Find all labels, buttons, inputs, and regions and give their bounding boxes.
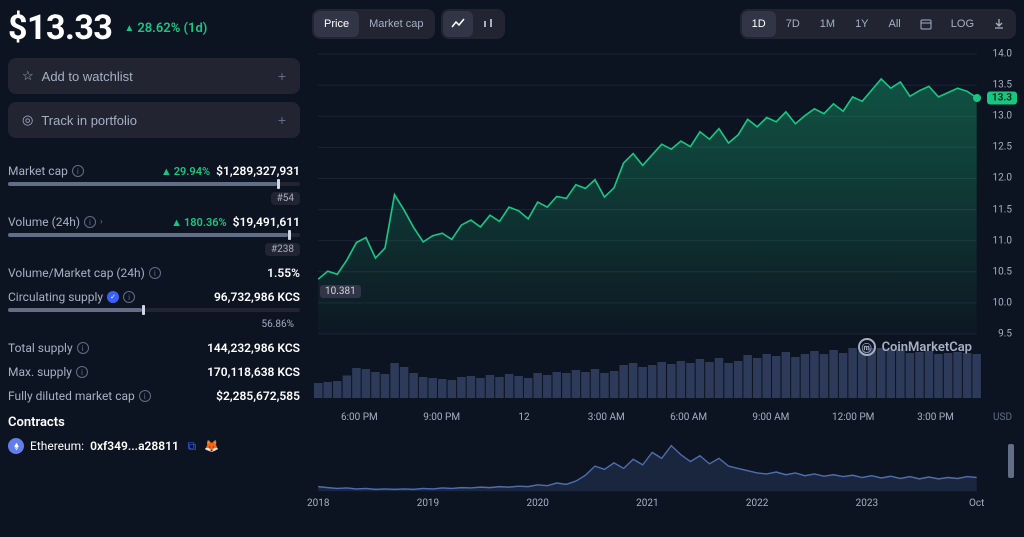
x-unit-label: USD	[993, 412, 1012, 423]
stat-circulating: Circulating supply✓i 96,732,986 KCS 56.8…	[8, 290, 300, 331]
download-icon[interactable]	[984, 11, 1014, 37]
stat-volume: Volume (24h)i› ▲180.36%$19,491,611 #238	[8, 215, 300, 256]
stat-vol-mcap: Volume/Market cap (24h)i 1.55%	[8, 266, 300, 280]
info-icon[interactable]: i	[77, 342, 89, 354]
stat-max-supply: Max. supplyi 170,118,638 KCS	[8, 365, 300, 379]
target-icon: ◎	[22, 112, 33, 128]
track-portfolio-button[interactable]: ◎ Track in portfolio +	[8, 102, 300, 138]
watermark: ⓜ CoinMarketCap	[858, 338, 972, 356]
chart-mode-segment: Price Market cap	[312, 9, 435, 39]
add-watchlist-button[interactable]: ☆ Add to watchlist +	[8, 58, 300, 94]
range-7d[interactable]: 7D	[776, 11, 810, 37]
circulating-pct: 56.86%	[256, 318, 300, 331]
contract-row[interactable]: Ethereum: 0xf349...a28811 ⧉ 🦊	[8, 438, 300, 454]
metamask-icon[interactable]: 🦊	[205, 439, 219, 453]
info-icon[interactable]: i	[149, 267, 161, 279]
circulating-bar	[8, 308, 300, 312]
star-icon: ☆	[22, 68, 34, 84]
info-icon[interactable]: i	[72, 165, 84, 177]
navigator-chart[interactable]	[312, 436, 1016, 496]
portfolio-label: Track in portfolio	[41, 113, 137, 128]
chart-type-segment	[441, 9, 505, 39]
plus-icon: +	[278, 112, 286, 128]
price-chart[interactable]: 9.510.010.511.011.512.012.513.013.514.0 …	[312, 48, 1016, 408]
current-price: $13.33	[8, 8, 112, 48]
x-axis: USD 6:00 PM9:00 PM123:00 AM6:00 AM9:00 A…	[312, 408, 1016, 432]
navigator-x-axis: 201820192020202120222023Oct	[312, 496, 1016, 512]
start-price-label: 10.381	[320, 285, 361, 298]
line-chart-icon[interactable]	[443, 11, 473, 37]
plus-icon: +	[278, 68, 286, 84]
tab-price[interactable]: Price	[314, 11, 359, 37]
info-icon[interactable]: i	[76, 366, 88, 378]
calendar-icon[interactable]	[911, 11, 941, 37]
current-price-pill: 13.3	[987, 91, 1017, 104]
copy-icon[interactable]: ⧉	[185, 439, 199, 453]
contracts-heading: Contracts	[8, 415, 300, 430]
range-segment: 1D 7D 1M 1Y All LOG	[740, 9, 1016, 39]
price-delta: ▲28.62% (1d)	[124, 21, 207, 36]
volume-bar	[8, 233, 300, 237]
verified-icon: ✓	[107, 291, 119, 303]
ethereum-icon	[8, 438, 24, 454]
market-cap-rank: #54	[271, 192, 300, 205]
volume-rank: #238	[265, 243, 300, 256]
range-1d[interactable]: 1D	[742, 11, 776, 37]
range-all[interactable]: All	[879, 11, 911, 37]
contract-address: 0xf349...a28811	[90, 439, 179, 453]
stat-fdmc: Fully diluted market capi $2,285,672,585	[8, 389, 300, 403]
info-icon[interactable]: i	[84, 216, 96, 228]
market-cap-bar	[8, 182, 300, 186]
chevron-right-icon[interactable]: ›	[100, 217, 103, 227]
range-1m[interactable]: 1M	[810, 11, 845, 37]
stat-total-supply: Total supplyi 144,232,986 KCS	[8, 341, 300, 355]
watchlist-label: Add to watchlist	[42, 69, 133, 84]
contract-chain: Ethereum:	[30, 439, 84, 453]
tab-market-cap[interactable]: Market cap	[359, 11, 433, 37]
info-icon[interactable]: i	[139, 390, 151, 402]
range-1y[interactable]: 1Y	[845, 11, 878, 37]
info-icon[interactable]: i	[123, 291, 135, 303]
coinmarketcap-icon: ⓜ	[858, 338, 876, 356]
series-end-dot	[973, 94, 981, 102]
stat-market-cap: Market capi ▲29.94%$1,289,327,931 #54	[8, 164, 300, 205]
navigator-handle[interactable]	[1008, 444, 1014, 478]
log-toggle[interactable]: LOG	[941, 11, 984, 37]
candlestick-icon[interactable]	[473, 11, 503, 37]
